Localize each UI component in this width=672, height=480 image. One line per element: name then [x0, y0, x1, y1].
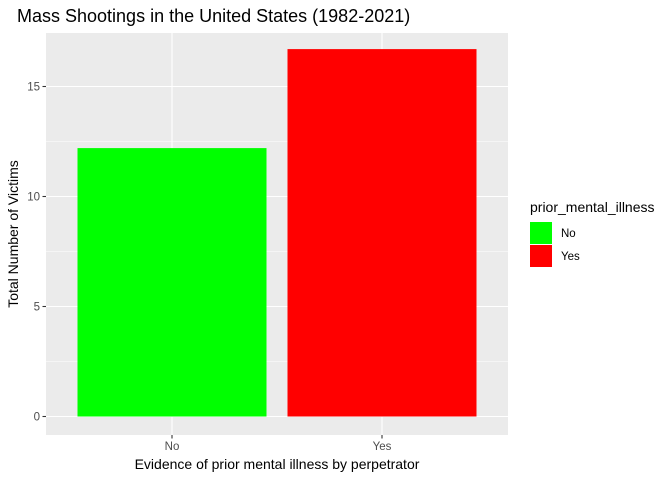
bar-no	[77, 148, 267, 417]
y-tick-label: 0	[34, 412, 40, 424]
y-axis: 0 5 10 15	[27, 82, 46, 424]
y-tick-label: 5	[34, 302, 40, 314]
x-tick-label: No	[165, 441, 180, 453]
bar-yes	[287, 49, 477, 417]
x-axis-title: Evidence of prior mental illness by perp…	[135, 456, 420, 472]
x-axis: No Yes	[165, 435, 392, 453]
chart-title: Mass Shootings in the United States (198…	[17, 6, 410, 26]
legend-label: Yes	[561, 251, 580, 263]
y-axis-title: Total Number of Victims	[5, 160, 21, 308]
y-tick-label: 15	[27, 82, 40, 94]
legend-entries: No Yes	[530, 222, 580, 267]
bars	[77, 49, 477, 417]
legend-label: No	[561, 228, 576, 240]
legend: prior_mental_illness No Yes	[530, 199, 655, 267]
y-tick-label: 10	[27, 192, 40, 204]
legend-key-no	[530, 222, 552, 244]
x-tick-label: Yes	[373, 441, 392, 453]
legend-title: prior_mental_illness	[530, 199, 655, 215]
legend-key-yes	[530, 245, 552, 267]
